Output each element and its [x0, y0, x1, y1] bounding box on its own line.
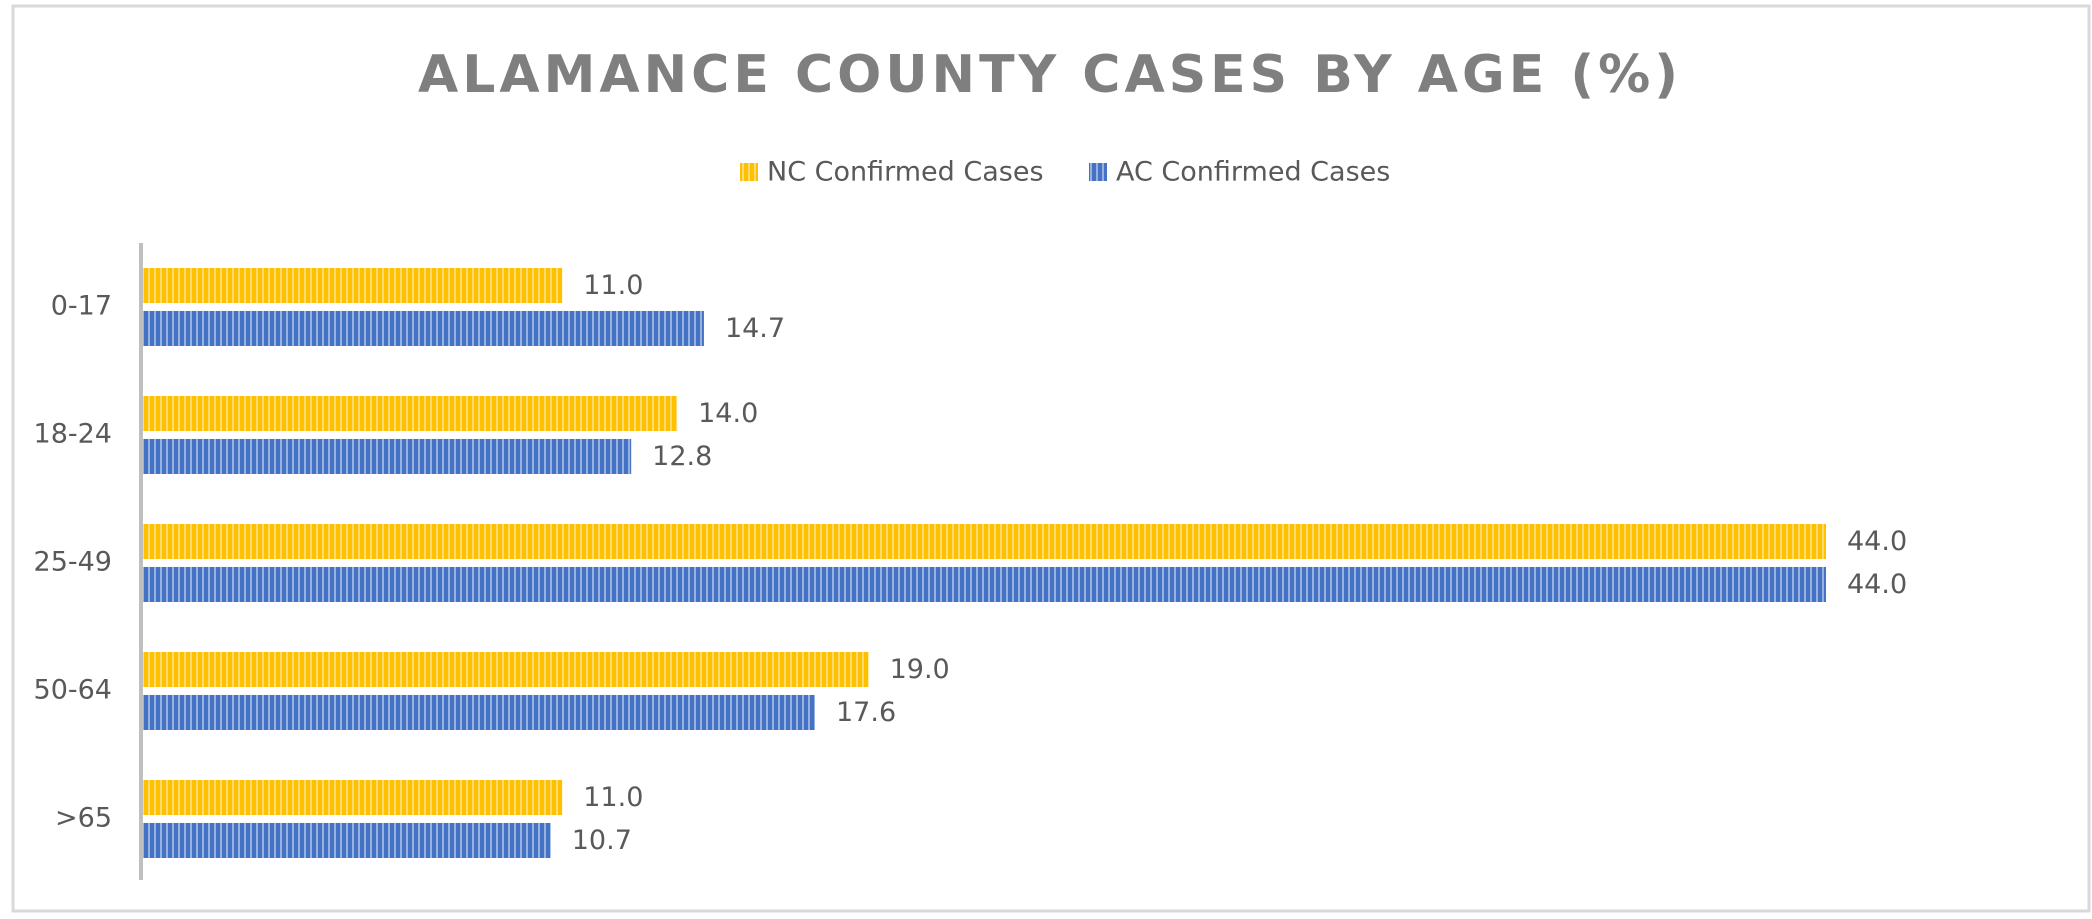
legend-swatch — [740, 163, 758, 181]
data-label: 17.6 — [836, 697, 896, 728]
category-label: 25-49 — [34, 547, 112, 578]
chart-title: ALAMANCE COUNTY CASES BY AGE (%) — [418, 45, 1682, 105]
bar — [143, 823, 551, 858]
bar — [143, 396, 678, 431]
bar — [143, 268, 563, 303]
data-label: 14.0 — [698, 398, 758, 429]
bar — [143, 695, 815, 730]
legend-label: AC Confirmed Cases — [1116, 157, 1390, 188]
bar — [143, 439, 632, 474]
legend-swatch — [1089, 163, 1107, 181]
data-label: 14.7 — [725, 313, 785, 344]
data-label: 19.0 — [890, 654, 950, 685]
bar — [143, 652, 869, 687]
bar — [143, 567, 1826, 602]
category-label: 0-17 — [51, 291, 112, 322]
data-label: 11.0 — [583, 270, 643, 301]
bar — [143, 524, 1826, 559]
data-label: 11.0 — [583, 782, 643, 813]
legend-label: NC Confirmed Cases — [767, 157, 1044, 188]
data-label: 44.0 — [1847, 569, 1907, 600]
data-label: 10.7 — [572, 825, 632, 856]
data-label: 44.0 — [1847, 526, 1907, 557]
data-label: 12.8 — [652, 441, 712, 472]
category-label: >65 — [55, 803, 112, 834]
bar — [143, 780, 563, 815]
bar — [143, 311, 704, 346]
category-label: 50-64 — [34, 675, 112, 706]
category-label: 18-24 — [34, 419, 112, 450]
